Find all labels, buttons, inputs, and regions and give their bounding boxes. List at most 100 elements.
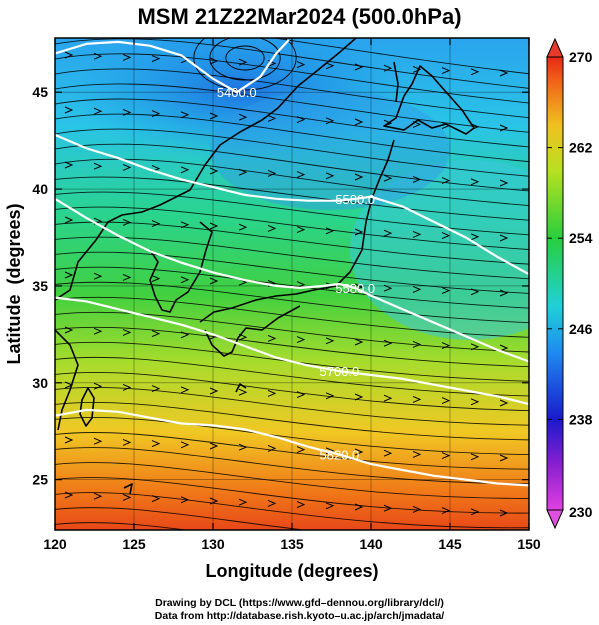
- streamline: [55, 113, 529, 163]
- height-contour-line: [55, 408, 529, 487]
- streamline: [55, 447, 529, 485]
- contour-label: 5580.0: [335, 281, 375, 296]
- flow-arrow: [93, 162, 103, 170]
- flow-arrow: [238, 58, 248, 66]
- flow-arrow: [325, 117, 335, 125]
- flow-arrow: [325, 62, 335, 70]
- streamline: [55, 206, 529, 250]
- flow-arrow: [64, 326, 74, 334]
- flow-arrow: [383, 394, 393, 402]
- streamline: [55, 281, 529, 324]
- x-axis-label: Longitude (degrees): [205, 561, 378, 581]
- flow-arrow: [470, 288, 480, 296]
- height-contour-line: [55, 39, 290, 94]
- flow-arrow: [412, 505, 422, 513]
- flow-arrow: [296, 501, 306, 509]
- flow-arrow: [296, 226, 306, 234]
- flow-arrow: [64, 106, 74, 114]
- flow-arrow: [441, 122, 451, 130]
- colorbar-tick-label: 254: [569, 230, 593, 246]
- flow-arrow: [238, 113, 248, 121]
- colorbar-tick-label: 238: [569, 411, 593, 427]
- flow-arrow: [296, 336, 306, 344]
- flow-arrow: [383, 229, 393, 237]
- flow-arrow: [499, 179, 509, 187]
- height-contour-line: [55, 133, 529, 276]
- flow-arrow: [209, 497, 219, 505]
- flow-arrow: [122, 218, 132, 226]
- y-axis-ticks: 25 30 35 40 45: [32, 84, 529, 488]
- streamline: [55, 143, 529, 192]
- height-contour-line: [55, 296, 529, 406]
- flow-arrow: [296, 171, 306, 179]
- flow-arrow: [499, 454, 509, 462]
- flow-arrow: [383, 449, 393, 457]
- flow-arrow: [296, 281, 306, 289]
- streamline: [55, 356, 529, 397]
- flow-arrow: [354, 63, 364, 71]
- flow-arrow: [64, 436, 74, 444]
- x-tick-label: 150: [517, 536, 541, 552]
- flow-arrow: [325, 392, 335, 400]
- flow-arrow: [354, 503, 364, 511]
- y-tick-label: 45: [32, 84, 48, 100]
- flow-arrow: [180, 331, 190, 339]
- flow-arrow: [151, 440, 161, 448]
- colorbar-gradient: [546, 56, 564, 511]
- flow-arrow: [412, 395, 422, 403]
- colorbar-bottom-arrow: [546, 509, 564, 530]
- flow-arrow: [180, 441, 190, 449]
- contour-label: 5700.0: [320, 364, 360, 379]
- colorbar-tick-label: 230: [569, 504, 593, 520]
- y-axis-label: Latitude (degrees): [4, 203, 24, 364]
- streamline: [55, 176, 529, 221]
- flow-arrow: [151, 275, 161, 283]
- flow-arrow: [412, 340, 422, 348]
- flow-arrow: [209, 277, 219, 285]
- flow-arrow: [122, 438, 132, 446]
- flow-arrow: [180, 496, 190, 504]
- streamline: [55, 311, 529, 353]
- flow-arrow: [151, 220, 161, 228]
- flow-arrow: [267, 169, 277, 177]
- streamline: [55, 128, 529, 177]
- vortex-streamline: [225, 45, 265, 71]
- colorbar: 230 238 246 254 262 270: [546, 37, 593, 530]
- flow-arrow: [209, 442, 219, 450]
- flow-arrow: [383, 284, 393, 292]
- flow-arrow: [267, 444, 277, 452]
- flow-arrow: [267, 499, 277, 507]
- x-tick-label: 125: [122, 536, 146, 552]
- flow-arrow: [180, 386, 190, 394]
- flow-arrow: [296, 391, 306, 399]
- flow-arrow: [122, 493, 132, 501]
- flow-arrow: [470, 453, 480, 461]
- flow-arrow: [499, 69, 509, 77]
- x-tick-label: 120: [43, 536, 67, 552]
- flow-arrow: [151, 110, 161, 118]
- streamline: [55, 401, 529, 441]
- x-tick-label: 145: [438, 536, 462, 552]
- flow-arrow: [412, 450, 422, 458]
- y-tick-label: 35: [32, 278, 48, 294]
- flow-arrow: [122, 53, 132, 61]
- vortex-streamline: [209, 38, 281, 81]
- flow-arrow: [209, 222, 219, 230]
- flow-arrow: [209, 167, 219, 175]
- flow-arrow: [441, 232, 451, 240]
- flow-arrow: [470, 233, 480, 241]
- flow-arrow: [267, 224, 277, 232]
- flow-arrow: [267, 114, 277, 122]
- flow-arrow: [122, 163, 132, 171]
- contour-label: 5400.0: [217, 85, 257, 100]
- streamline: [55, 221, 529, 265]
- streamline: [55, 98, 529, 148]
- colorbar-top-arrow: [546, 37, 564, 58]
- flow-arrow: [151, 495, 161, 503]
- flow-arrow: [209, 57, 219, 65]
- x-axis-ticks: 120 125 130 135 140 145 150: [43, 38, 541, 552]
- flow-arrow: [470, 68, 480, 76]
- colorbar-tick-label: 246: [569, 321, 593, 337]
- flow-arrow: [383, 119, 393, 127]
- flow-arrow: [93, 492, 103, 500]
